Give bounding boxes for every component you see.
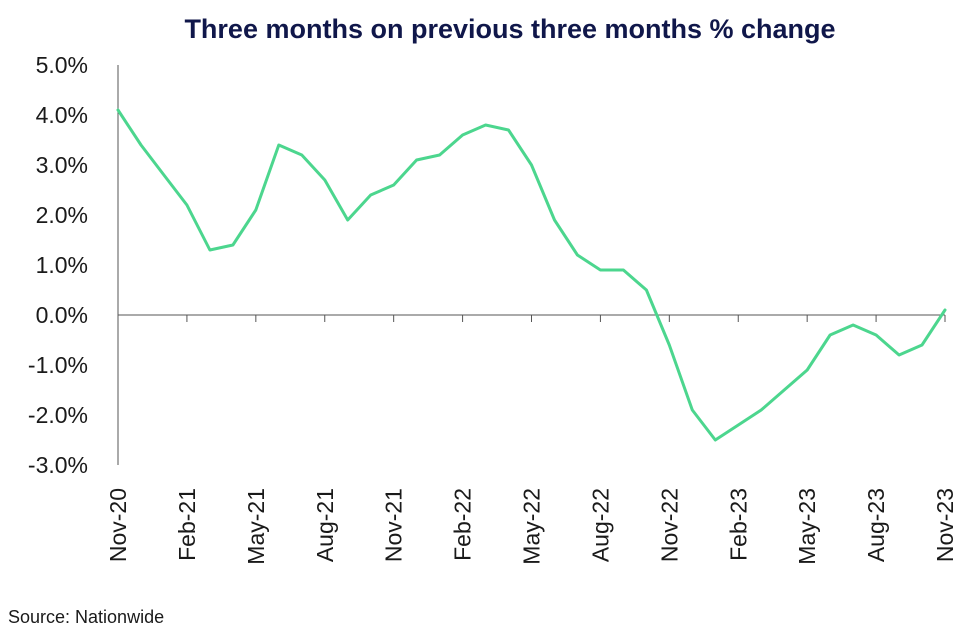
y-tick-label: -3.0%	[28, 452, 88, 478]
x-tick-label: Feb-23	[725, 488, 751, 561]
y-tick-label: 4.0%	[36, 102, 88, 128]
y-tick-label: 3.0%	[36, 152, 88, 178]
x-tick-label: Aug-22	[587, 488, 613, 562]
x-axis-ticks	[117, 315, 946, 322]
y-tick-label: 1.0%	[36, 252, 88, 278]
y-tick-label: -2.0%	[28, 402, 88, 428]
x-tick-label: Feb-21	[174, 488, 200, 561]
x-tick-label: Aug-21	[312, 488, 338, 562]
series-line	[116, 108, 947, 442]
x-tick-label: Nov-20	[105, 488, 131, 562]
y-tick-label: 2.0%	[36, 202, 88, 228]
source-note: Source: Nationwide	[8, 607, 165, 627]
y-tick-label: -1.0%	[28, 352, 88, 378]
y-tick-label: 5.0%	[36, 52, 88, 78]
x-axis-labels: Nov-20 Feb-21 May-21 Aug-21 Nov-21 Feb-22 May-…	[105, 488, 958, 565]
x-tick-label: Nov-21	[381, 488, 407, 562]
x-tick-label: Feb-22	[450, 488, 476, 561]
x-tick-label: May-23	[794, 488, 820, 565]
y-tick-label: 0.0%	[36, 302, 88, 328]
x-tick-label: May-22	[519, 488, 545, 565]
x-tick-label: Nov-23	[932, 488, 958, 562]
x-tick-label: Aug-23	[863, 488, 889, 562]
x-tick-label: May-21	[243, 488, 269, 565]
y-axis-labels: 5.0% 4.0% 3.0% 2.0% 1.0% 0.0% -1.0% -2.0% -3.0%	[28, 52, 88, 478]
chart-title: Three months on previous three months % …	[184, 14, 836, 44]
x-tick-label: Nov-22	[656, 488, 682, 562]
